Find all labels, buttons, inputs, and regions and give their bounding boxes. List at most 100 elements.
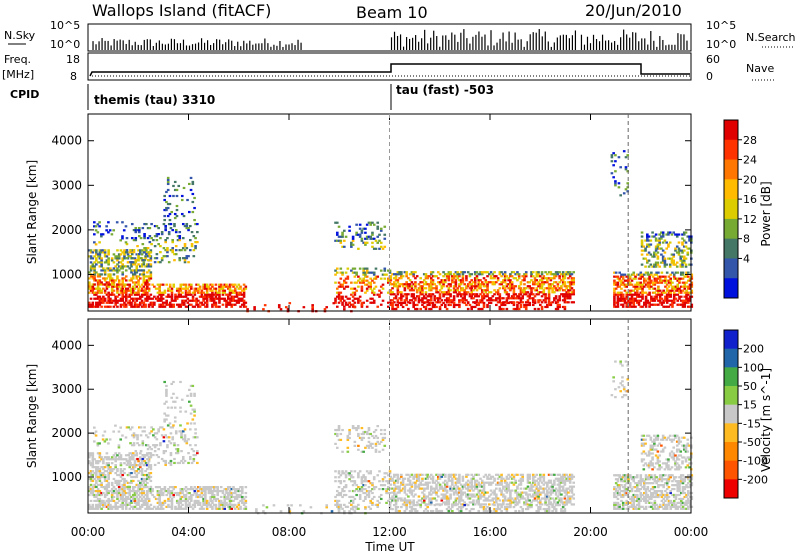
range-cell — [460, 283, 463, 285]
range-cell — [159, 251, 162, 253]
range-cell — [657, 262, 660, 264]
range-cell — [404, 490, 407, 492]
range-cell — [658, 241, 661, 243]
range-cell — [430, 503, 433, 505]
range-cell — [371, 298, 374, 300]
range-cell — [458, 285, 461, 287]
range-cell — [140, 426, 143, 428]
range-cell — [416, 304, 419, 306]
range-cell — [150, 472, 153, 474]
range-cell — [128, 466, 131, 468]
range-cell — [159, 245, 162, 247]
range-cell — [169, 302, 172, 304]
range-cell — [174, 217, 177, 219]
range-cell — [612, 176, 615, 178]
range-cell — [546, 273, 549, 275]
range-cell — [201, 496, 204, 498]
range-cell — [193, 395, 196, 397]
range-cell — [111, 494, 114, 496]
range-cell — [99, 279, 102, 281]
range-cell — [116, 263, 119, 265]
range-cell — [425, 293, 428, 295]
range-cell — [550, 302, 553, 304]
range-cell — [102, 302, 105, 304]
y-tick-label: 1000 — [51, 267, 82, 281]
range-cell — [352, 496, 355, 498]
range-cell — [118, 446, 121, 448]
range-cell — [361, 482, 364, 484]
range-cell — [134, 466, 137, 468]
range-cell — [113, 261, 116, 263]
range-cell — [364, 488, 367, 490]
range-cell — [364, 496, 367, 498]
range-cell — [170, 452, 173, 454]
range-cell — [161, 231, 164, 233]
range-cell — [129, 458, 132, 460]
range-cell — [334, 496, 337, 498]
range-cell — [572, 281, 575, 283]
range-cell — [160, 300, 163, 302]
range-cell — [150, 468, 153, 470]
range-cell — [150, 454, 153, 456]
range-cell — [354, 490, 357, 492]
range-cell — [93, 265, 96, 267]
range-cell — [418, 297, 421, 299]
range-cell — [643, 278, 646, 280]
range-cell — [199, 486, 202, 488]
range-cell — [572, 289, 575, 291]
range-cell — [426, 495, 429, 497]
range-cell — [194, 506, 197, 508]
range-cell — [157, 506, 160, 508]
range-cell — [350, 270, 353, 272]
range-cell — [569, 285, 572, 287]
range-cell — [350, 474, 353, 476]
range-cell — [215, 304, 218, 306]
range-cell — [143, 302, 146, 304]
range-cell — [164, 292, 167, 294]
range-cell — [345, 236, 348, 238]
range-cell — [629, 282, 632, 284]
range-cell — [189, 239, 192, 241]
range-cell — [170, 442, 173, 444]
range-cell — [658, 233, 661, 235]
range-cell — [644, 266, 647, 268]
range-cell — [488, 273, 491, 275]
range-cell — [347, 435, 350, 437]
range-cell — [100, 263, 103, 265]
range-cell — [218, 294, 221, 296]
range-cell — [111, 292, 114, 294]
range-cell — [125, 502, 128, 504]
range-cell — [104, 292, 107, 294]
range-cell — [371, 447, 374, 449]
range-cell — [641, 298, 644, 300]
range-cell — [643, 274, 646, 276]
range-cell — [157, 462, 160, 464]
range-cell — [218, 302, 221, 304]
range-cell — [230, 508, 233, 510]
range-cell — [162, 504, 165, 506]
range-cell — [341, 451, 344, 453]
range-cell — [150, 265, 153, 267]
range-cell — [433, 295, 436, 297]
range-cell — [147, 444, 150, 446]
range-cell — [191, 245, 194, 247]
cpid-label: CPID — [10, 88, 39, 101]
range-cell — [423, 493, 426, 495]
range-cell — [95, 294, 98, 296]
range-cell — [134, 450, 137, 452]
range-cell — [397, 299, 400, 301]
range-cell — [678, 247, 681, 249]
colorbar-swatch — [724, 258, 738, 278]
range-cell — [343, 306, 346, 308]
range-cell — [340, 268, 343, 270]
range-cell — [375, 429, 378, 431]
range-cell — [152, 239, 155, 241]
range-cell — [185, 490, 188, 492]
range-cell — [192, 488, 195, 490]
range-cell — [118, 286, 121, 288]
range-cell — [646, 262, 649, 264]
range-cell — [222, 490, 225, 492]
range-cell — [664, 260, 667, 262]
range-cell — [376, 500, 379, 502]
range-cell — [361, 232, 364, 234]
